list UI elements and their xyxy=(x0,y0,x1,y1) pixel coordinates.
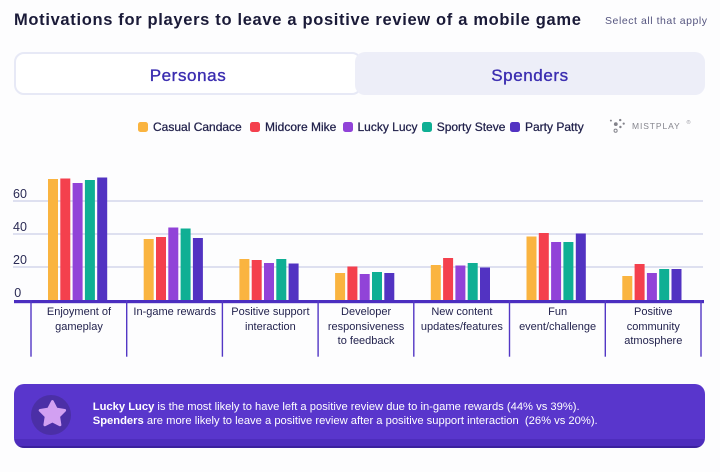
svg-text:®: ® xyxy=(687,119,691,126)
svg-text:MISTPLAY: MISTPLAY xyxy=(632,121,681,131)
